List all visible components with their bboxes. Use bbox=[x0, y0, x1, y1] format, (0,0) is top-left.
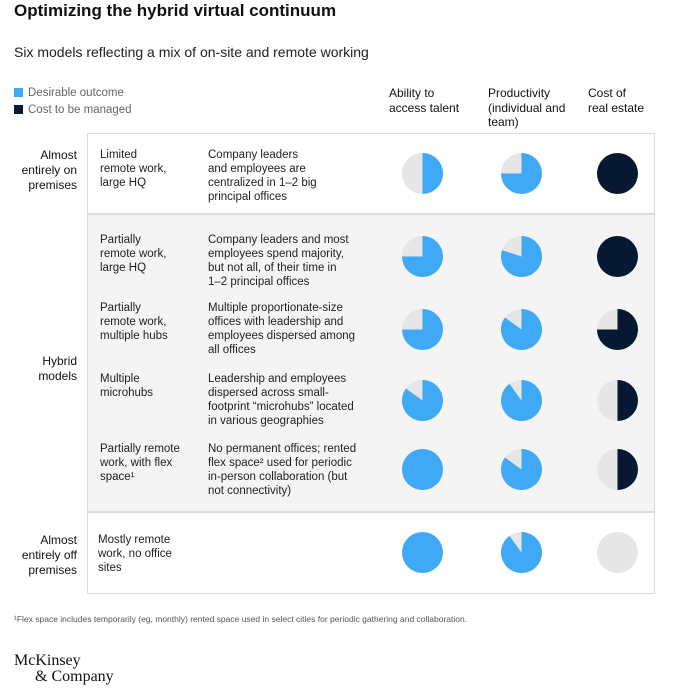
model-description-5: No permanent offices; rented flex space² … bbox=[208, 443, 357, 497]
pie-cost-row-6 bbox=[596, 531, 638, 573]
pie-productivity-row-4 bbox=[500, 379, 542, 421]
pie-productivity-row-3-slice bbox=[500, 308, 542, 350]
pie-productivity-row-1 bbox=[500, 152, 542, 194]
column-header-productivity: Productivity (individual and team) bbox=[488, 86, 566, 129]
model-name-1: Limited remote work, large HQ bbox=[100, 149, 167, 189]
model-name-3: Partially remote work, multiple hubs bbox=[100, 302, 168, 342]
group-label-on-premises: Almost entirely on premises bbox=[21, 148, 77, 192]
pie-talent-row-2-slice bbox=[401, 235, 443, 277]
legend: Desirable outcome Cost to be managed bbox=[14, 84, 132, 118]
model-name-6: Mostly remote work, no office sites bbox=[98, 534, 172, 574]
pie-cost-row-3-slice bbox=[596, 308, 638, 350]
pie-productivity-row-5 bbox=[500, 448, 542, 490]
column-header-talent: Ability to access talent bbox=[389, 86, 460, 115]
pie-cost-row-4-slice bbox=[617, 379, 638, 421]
panel-hybrid bbox=[87, 214, 655, 512]
pie-cost-row-6-base bbox=[596, 531, 638, 573]
legend-item-desirable: Desirable outcome bbox=[14, 84, 132, 101]
model-description-1: Company leaders and employees are centrali… bbox=[208, 149, 317, 203]
group-label-off-premises: Almost entirely off premises bbox=[21, 533, 77, 577]
pie-cost-row-1 bbox=[596, 152, 638, 194]
pie-talent-row-6-base bbox=[401, 531, 443, 573]
panel-off-premises bbox=[87, 512, 655, 594]
chart-subtitle: Six models reflecting a mix of on-site a… bbox=[14, 44, 369, 60]
model-description-4: Leadership and employees dispersed across… bbox=[208, 373, 354, 427]
pie-talent-row-1-slice bbox=[422, 152, 443, 194]
column-header-cost: Cost of real estate bbox=[588, 86, 645, 115]
legend-item-cost: Cost to be managed bbox=[14, 101, 132, 118]
legend-swatch-desirable bbox=[14, 88, 23, 97]
group-label-hybrid: Hybrid models bbox=[38, 354, 77, 383]
model-name-4: Multiple microhubs bbox=[100, 373, 154, 399]
model-description-3: Multiple proportionate-size offices with … bbox=[208, 302, 356, 356]
panel-on-premises bbox=[87, 133, 655, 214]
pie-cost-row-5-slice bbox=[617, 448, 638, 490]
chart-title: Optimizing the hybrid virtual continuum bbox=[14, 1, 337, 20]
pie-talent-row-2 bbox=[401, 235, 443, 277]
pie-productivity-row-3 bbox=[500, 308, 542, 350]
pie-talent-row-3 bbox=[401, 308, 443, 350]
legend-label-desirable: Desirable outcome bbox=[28, 86, 124, 99]
pie-talent-row-5 bbox=[401, 448, 443, 490]
footnote: ¹Flex space includes temporarily (eg, mo… bbox=[14, 614, 468, 624]
model-name-2: Partially remote work, large HQ bbox=[100, 234, 167, 274]
pie-talent-row-4-slice bbox=[401, 379, 443, 421]
pie-cost-row-2 bbox=[596, 235, 638, 277]
pie-talent-row-6 bbox=[401, 531, 443, 573]
pie-talent-row-1 bbox=[401, 152, 443, 194]
pie-talent-row-4 bbox=[401, 379, 443, 421]
pie-productivity-row-6 bbox=[500, 531, 542, 573]
legend-label-cost: Cost to be managed bbox=[28, 103, 132, 116]
pie-cost-row-4 bbox=[596, 379, 638, 421]
mckinsey-logo: McKinsey & Company bbox=[14, 652, 114, 685]
pie-productivity-row-2-slice bbox=[500, 235, 542, 277]
model-name-5: Partially remote work, with flex space¹ bbox=[100, 443, 180, 483]
pie-talent-row-5-base bbox=[401, 448, 443, 490]
pie-productivity-row-5-slice bbox=[500, 448, 542, 490]
pie-productivity-row-4-slice bbox=[500, 379, 542, 421]
model-description-2: Company leaders and most employees spend … bbox=[208, 234, 349, 288]
pie-productivity-row-1-slice bbox=[500, 152, 542, 194]
legend-swatch-cost bbox=[14, 105, 23, 114]
pie-cost-row-1-base bbox=[596, 152, 638, 194]
pie-talent-row-3-slice bbox=[401, 308, 443, 350]
pie-productivity-row-6-slice bbox=[500, 531, 542, 573]
pie-cost-row-2-base bbox=[596, 235, 638, 277]
pie-cost-row-5 bbox=[596, 448, 638, 490]
pie-cost-row-3 bbox=[596, 308, 638, 350]
pie-productivity-row-2 bbox=[500, 235, 542, 277]
